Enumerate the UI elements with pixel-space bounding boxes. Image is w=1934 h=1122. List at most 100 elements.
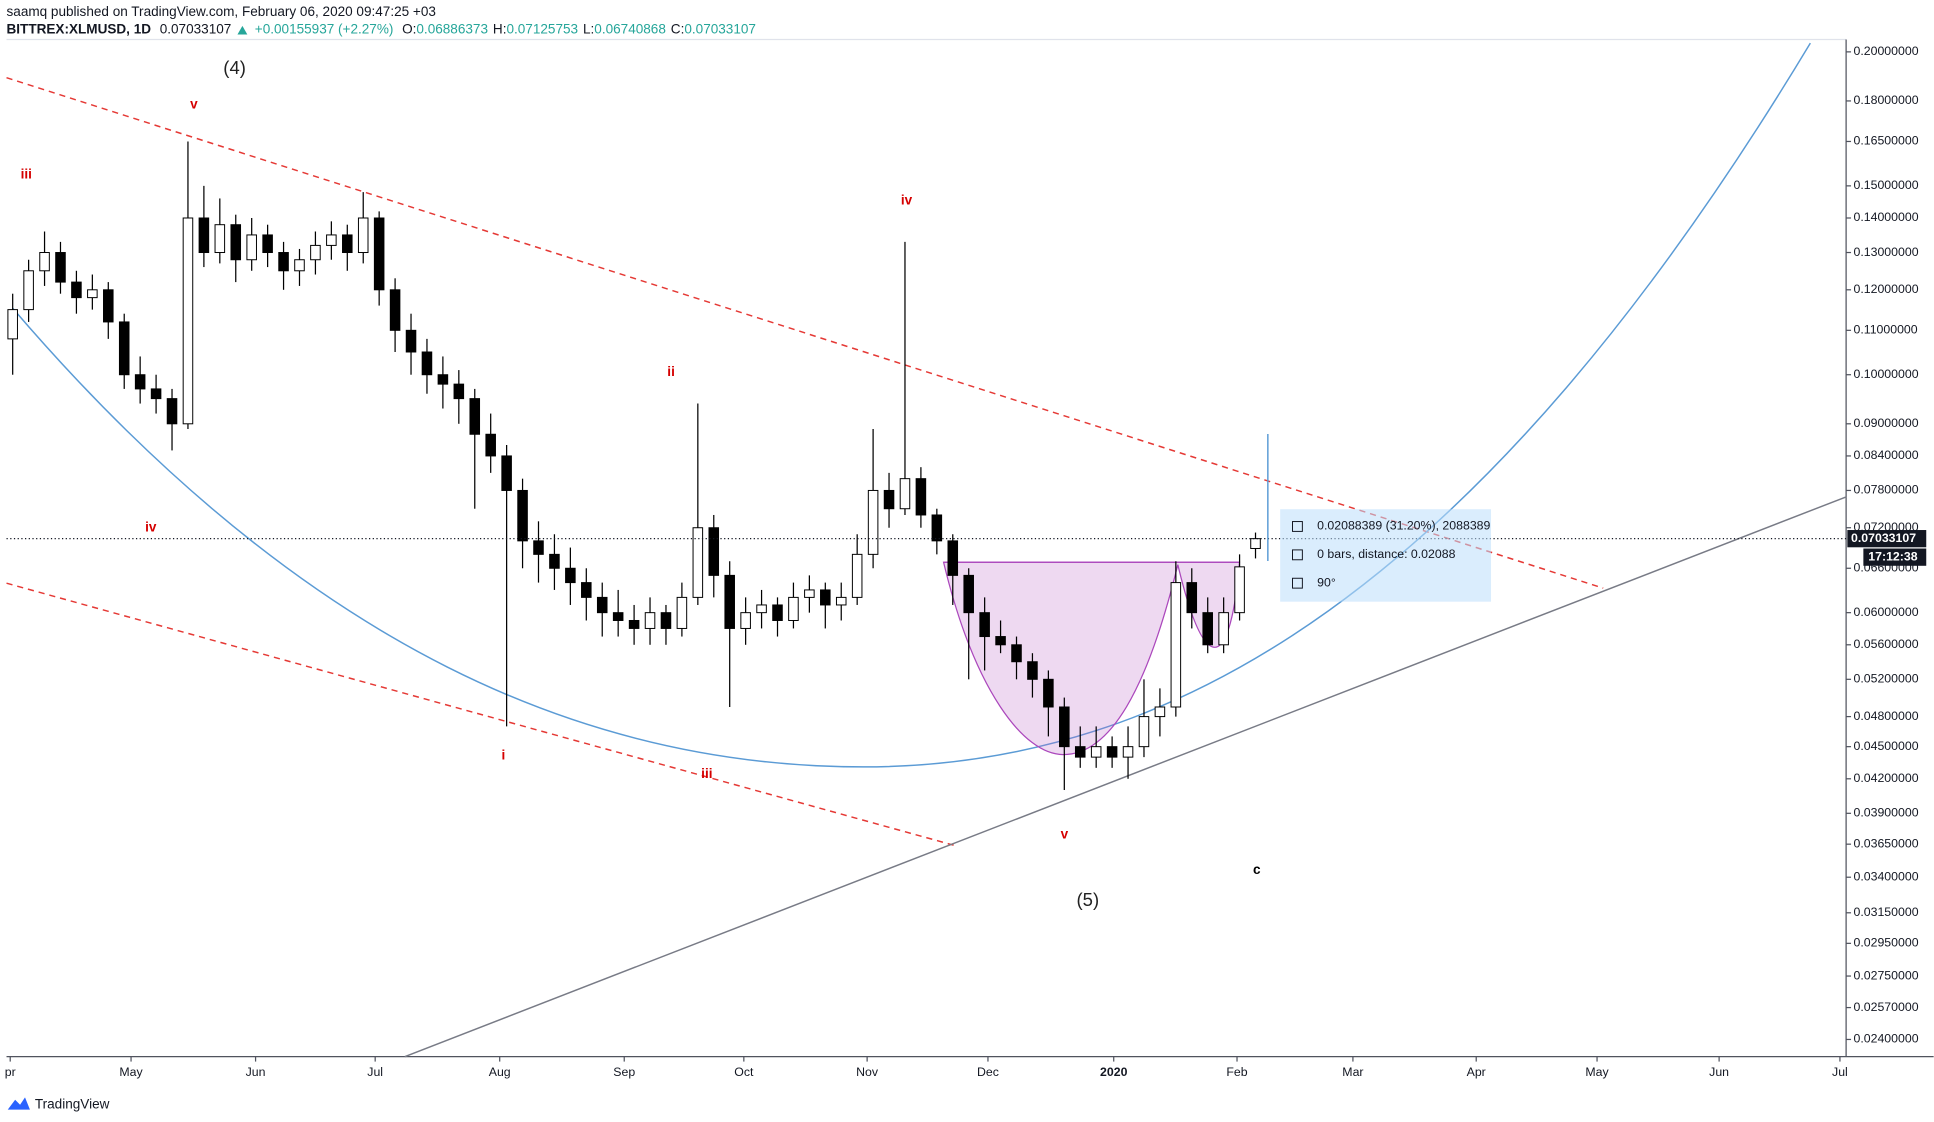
- candle-body: [39, 252, 50, 272]
- candle-body: [405, 329, 417, 353]
- candle-body: [501, 455, 512, 491]
- x-tick-label: Nov: [856, 1065, 879, 1079]
- wave-label: i: [502, 747, 506, 762]
- ohlc-value: 0.06740868: [594, 21, 666, 36]
- candle-body: [740, 612, 751, 629]
- candle-body: [676, 596, 688, 629]
- candle-body: [995, 636, 1006, 646]
- candle-body: [1186, 582, 1198, 614]
- candle-body: [198, 217, 210, 254]
- candle-body: [1011, 644, 1022, 663]
- wave-label: iv: [145, 519, 157, 534]
- y-tick-label: 0.16500000: [1854, 134, 1919, 148]
- measure-icon: [1292, 521, 1303, 532]
- wave-label: v: [1061, 826, 1069, 841]
- candle-body: [421, 351, 433, 376]
- countdown-tag: [1863, 548, 1927, 566]
- y-tick-label: 0.18000000: [1854, 93, 1919, 107]
- candle-body: [342, 234, 353, 254]
- candle-body: [1074, 746, 1086, 758]
- candle-body: [1106, 746, 1118, 758]
- y-tick-label: 0.02570000: [1854, 1000, 1919, 1014]
- candle-body: [835, 596, 847, 606]
- candle-body: [262, 234, 273, 254]
- x-tick-label: Feb: [1226, 1065, 1247, 1079]
- candle-body: [1043, 678, 1054, 708]
- last-price-tag-text: 0.07033107: [1851, 531, 1916, 545]
- y-tick-label: 0.20000000: [1854, 44, 1919, 58]
- y-tick-label: 0.03400000: [1854, 869, 1919, 883]
- candle-body: [294, 259, 305, 272]
- last-price: 0.07033107: [160, 21, 232, 36]
- candle-body: [565, 567, 576, 584]
- y-tick-label: 0.14000000: [1854, 210, 1919, 224]
- candle-body: [1122, 746, 1134, 758]
- wave-label: (4): [223, 57, 246, 78]
- x-tick-label: Jun: [246, 1065, 266, 1079]
- candle-body: [931, 514, 943, 542]
- y-tick-label: 0.15000000: [1854, 178, 1919, 192]
- wave-label: c: [1253, 862, 1261, 877]
- candle-body: [87, 289, 98, 299]
- candle-body: [278, 252, 289, 272]
- candle-body: [804, 589, 815, 598]
- candle-body: [851, 553, 863, 598]
- candle-body: [326, 234, 337, 246]
- candle-body: [915, 478, 927, 516]
- candle-body: [660, 612, 672, 629]
- y-tick-label: 0.13000000: [1854, 245, 1919, 259]
- candle-body: [453, 383, 465, 400]
- symbol-line: BITTREX:XLMUSD, 1D 0.07033107 +0.0015593…: [7, 21, 756, 36]
- measure-text: 90°: [1317, 575, 1336, 589]
- plot-area: 0.02088389 (31.20%), 2088389 0 bars, dist…: [6, 42, 1847, 1058]
- y-tick-label: 0.04200000: [1854, 771, 1919, 785]
- candle-body: [373, 217, 385, 291]
- candle-body: [1250, 538, 1261, 549]
- candle-body: [979, 612, 990, 638]
- candle-body: [118, 321, 130, 376]
- x-tick-label: Jul: [367, 1065, 383, 1079]
- lower-channel: [6, 582, 957, 847]
- y-tick-label: 0.04800000: [1854, 709, 1919, 723]
- candle-body: [357, 217, 369, 254]
- candle-body: [1027, 661, 1038, 680]
- ohlc-label: O:: [402, 21, 416, 36]
- y-tick-label: 0.04500000: [1854, 739, 1919, 753]
- ohlc-value: 0.07125753: [506, 21, 578, 36]
- candle-body: [150, 388, 162, 400]
- candle-body: [899, 478, 911, 510]
- candle-body: [724, 574, 735, 629]
- candle-body: [1202, 612, 1213, 646]
- brand: TradingView: [35, 1096, 110, 1111]
- candle-body: [772, 604, 783, 621]
- candle-body: [867, 489, 879, 555]
- published-line: saamq published on TradingView.com, Febr…: [7, 4, 436, 19]
- ohlc-value: 0.06886373: [416, 21, 488, 36]
- upper-channel: [6, 76, 1604, 589]
- measure-text: 0.02088389 (31.20%), 2088389: [1317, 519, 1490, 533]
- candle-body: [182, 217, 194, 425]
- measure-icon: [1292, 549, 1303, 561]
- candle-body: [581, 582, 592, 598]
- candle-body: [883, 489, 895, 510]
- candle-body: [166, 398, 178, 425]
- y-tick-label: 0.03150000: [1854, 905, 1919, 919]
- x-tick-label: May: [119, 1065, 143, 1079]
- candle-body: [71, 281, 82, 299]
- candle-body: [134, 374, 146, 390]
- candle-body: [612, 612, 624, 621]
- change: +0.00155937 (+2.27%): [255, 21, 394, 36]
- measure-text: 0 bars, distance: 0.02088: [1317, 547, 1455, 561]
- change-arrow: [237, 25, 248, 35]
- wave-label: (5): [1077, 889, 1100, 910]
- y-tick-label: 0.05600000: [1854, 637, 1919, 651]
- candle-body: [756, 604, 767, 614]
- x-tick-label: Jun: [1709, 1065, 1729, 1079]
- y-tick-label: 0.05200000: [1854, 672, 1919, 686]
- candle-body: [230, 224, 242, 261]
- y-tick-label: 0.02400000: [1854, 1032, 1919, 1046]
- last-price-tag: [1847, 530, 1927, 548]
- candle-body: [708, 527, 720, 576]
- candle-body: [437, 374, 449, 385]
